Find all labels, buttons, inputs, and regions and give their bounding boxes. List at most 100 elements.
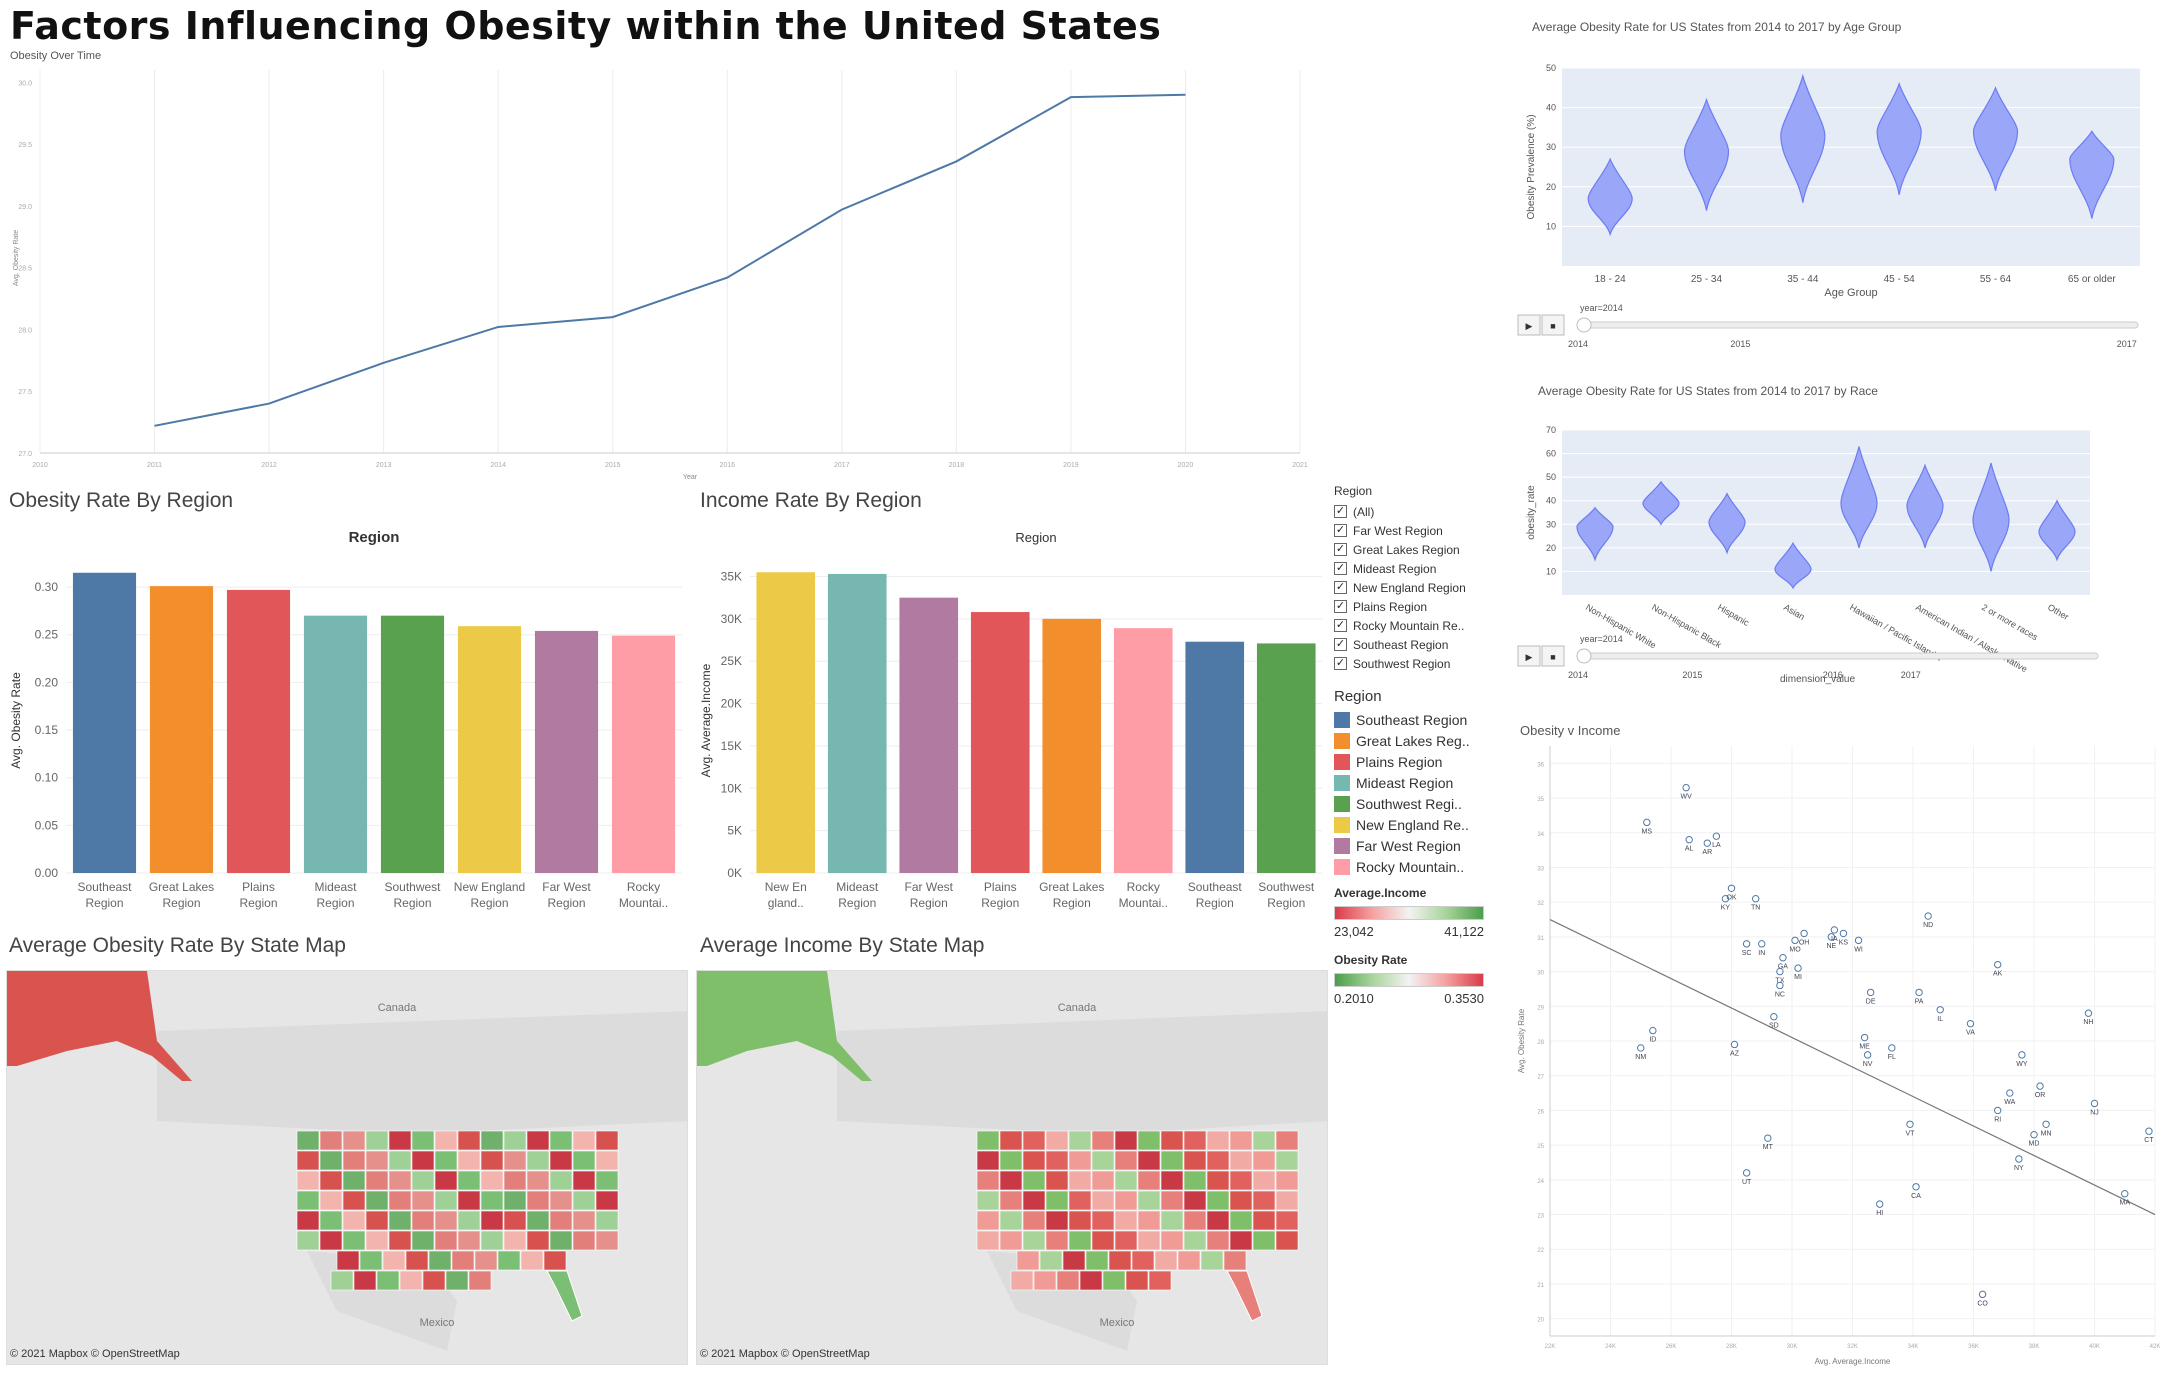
checkbox-checked-icon[interactable]: ✓ xyxy=(1334,524,1347,537)
bar[interactable] xyxy=(226,589,291,873)
scatter-point[interactable] xyxy=(1994,1106,2002,1115)
state-shape[interactable] xyxy=(336,1250,360,1271)
bar[interactable] xyxy=(534,630,599,873)
bar[interactable] xyxy=(1113,628,1173,873)
state-shape[interactable] xyxy=(365,1150,389,1171)
scatter-point[interactable] xyxy=(1906,1120,1914,1128)
region-legend-item[interactable]: New England Re.. xyxy=(1334,814,1494,835)
state-shape[interactable] xyxy=(1091,1170,1115,1191)
region-legend-item[interactable]: Plains Region xyxy=(1334,751,1494,772)
scatter-point[interactable] xyxy=(1703,839,1712,847)
state-shape[interactable] xyxy=(457,1190,481,1211)
state-shape[interactable] xyxy=(1275,1210,1299,1231)
scatter-point[interactable] xyxy=(1863,1051,1872,1059)
state-shape[interactable] xyxy=(1022,1170,1046,1191)
state-shape[interactable] xyxy=(595,1190,619,1211)
state-shape[interactable] xyxy=(1022,1130,1046,1151)
state-shape[interactable] xyxy=(388,1190,412,1211)
state-shape[interactable] xyxy=(365,1170,389,1191)
stop-icon[interactable]: ■ xyxy=(1550,321,1555,331)
checkbox-checked-icon[interactable]: ✓ xyxy=(1334,657,1347,670)
violin-shape[interactable] xyxy=(2069,130,2115,219)
state-shape[interactable] xyxy=(1045,1190,1069,1211)
scatter-point[interactable] xyxy=(1770,1013,1778,1021)
region-filter-item[interactable]: ✓ Far West Region xyxy=(1334,521,1494,540)
bar[interactable] xyxy=(756,572,816,873)
bar[interactable] xyxy=(1256,643,1316,873)
alaska-state[interactable] xyxy=(7,971,192,1081)
state-shape[interactable] xyxy=(1068,1190,1092,1211)
state-shape[interactable] xyxy=(405,1250,429,1271)
state-shape[interactable] xyxy=(543,1250,567,1271)
state-shape[interactable] xyxy=(526,1230,550,1251)
state-shape[interactable] xyxy=(976,1210,1000,1231)
scatter-point[interactable] xyxy=(2084,1009,2093,1017)
state-shape[interactable] xyxy=(1045,1210,1069,1231)
state-shape[interactable] xyxy=(480,1190,504,1211)
region-legend-item[interactable]: Far West Region xyxy=(1334,835,1494,856)
state-shape[interactable] xyxy=(1229,1130,1253,1151)
state-shape[interactable] xyxy=(976,1170,1000,1191)
violin-shape[interactable] xyxy=(1774,541,1812,590)
state-shape[interactable] xyxy=(1229,1170,1253,1191)
state-shape[interactable] xyxy=(319,1210,343,1231)
state-shape[interactable] xyxy=(595,1210,619,1231)
state-shape[interactable] xyxy=(1229,1190,1253,1211)
state-shape[interactable] xyxy=(503,1130,527,1151)
region-legend-item[interactable]: Southeast Region xyxy=(1334,709,1494,730)
region-filter-item[interactable]: ✓ New England Region xyxy=(1334,578,1494,597)
state-shape[interactable] xyxy=(457,1130,481,1151)
state-shape[interactable] xyxy=(480,1170,504,1191)
region-filter-item[interactable]: ✓ Plains Region xyxy=(1334,597,1494,616)
scatter-point[interactable] xyxy=(1721,895,1730,903)
state-shape[interactable] xyxy=(1183,1190,1207,1211)
state-shape[interactable] xyxy=(353,1270,377,1291)
state-shape[interactable] xyxy=(1091,1150,1115,1171)
state-shape[interactable] xyxy=(1252,1210,1276,1231)
state-shape[interactable] xyxy=(342,1130,366,1151)
scatter-point[interactable] xyxy=(1966,1019,1975,1028)
scatter-point[interactable] xyxy=(2145,1127,2153,1135)
state-shape[interactable] xyxy=(1131,1250,1155,1271)
scatter-point[interactable] xyxy=(2018,1051,2026,1059)
stop-button[interactable] xyxy=(1541,314,1565,336)
region-filter-item[interactable]: ✓ (All) xyxy=(1334,502,1494,521)
income-by-region-chart[interactable]: Region 0K 5K 10K 15K 20K 25K 30K 35K Avg. Average… xyxy=(690,518,1330,928)
state-shape[interactable] xyxy=(342,1170,366,1191)
scatter-point[interactable] xyxy=(1936,1006,1944,1014)
state-shape[interactable] xyxy=(549,1130,573,1151)
state-shape[interactable] xyxy=(549,1230,573,1251)
state-shape[interactable] xyxy=(474,1250,498,1271)
state-shape[interactable] xyxy=(595,1150,619,1171)
scatter-point[interactable] xyxy=(1712,832,1721,840)
bar[interactable] xyxy=(457,626,522,873)
region-legend-item[interactable]: Great Lakes Reg.. xyxy=(1334,730,1494,751)
state-shape[interactable] xyxy=(457,1230,481,1251)
state-shape[interactable] xyxy=(549,1210,573,1231)
state-shape[interactable] xyxy=(572,1210,596,1231)
obesity-over-time-chart[interactable]: 2010 2011 2012 2013 2014 2015 2016 2017 2018 2019… xyxy=(0,58,1320,488)
scatter-point[interactable] xyxy=(1876,1200,1884,1208)
region-filter-item[interactable]: ✓ Southeast Region xyxy=(1334,635,1494,654)
bar[interactable] xyxy=(899,597,959,873)
state-shape[interactable] xyxy=(1229,1230,1253,1251)
state-shape[interactable] xyxy=(1068,1130,1092,1151)
state-shape[interactable] xyxy=(1160,1210,1184,1231)
state-shape[interactable] xyxy=(1022,1230,1046,1251)
state-shape[interactable] xyxy=(503,1210,527,1231)
state-shape[interactable] xyxy=(1137,1230,1161,1251)
income-state-map[interactable]: Canada Mexico xyxy=(696,970,1328,1365)
state-shape[interactable] xyxy=(1022,1150,1046,1171)
state-shape[interactable] xyxy=(359,1250,383,1271)
year-slider-track[interactable] xyxy=(1577,321,2139,329)
bar[interactable] xyxy=(1042,618,1102,873)
state-shape[interactable] xyxy=(1252,1170,1276,1191)
region-legend-item[interactable]: Mideast Region xyxy=(1334,772,1494,793)
obesity-state-map[interactable]: Canada Mexico xyxy=(6,970,688,1365)
state-shape[interactable] xyxy=(296,1150,320,1171)
bar[interactable] xyxy=(1185,641,1245,873)
violin-age-chart[interactable]: 10 20 30 40 50 Obesity Prevalence (%) 18 - 24 2… xyxy=(1510,50,2150,360)
state-shape[interactable] xyxy=(1252,1130,1276,1151)
state-shape[interactable] xyxy=(1148,1270,1172,1291)
scatter-point[interactable] xyxy=(1800,929,1808,938)
